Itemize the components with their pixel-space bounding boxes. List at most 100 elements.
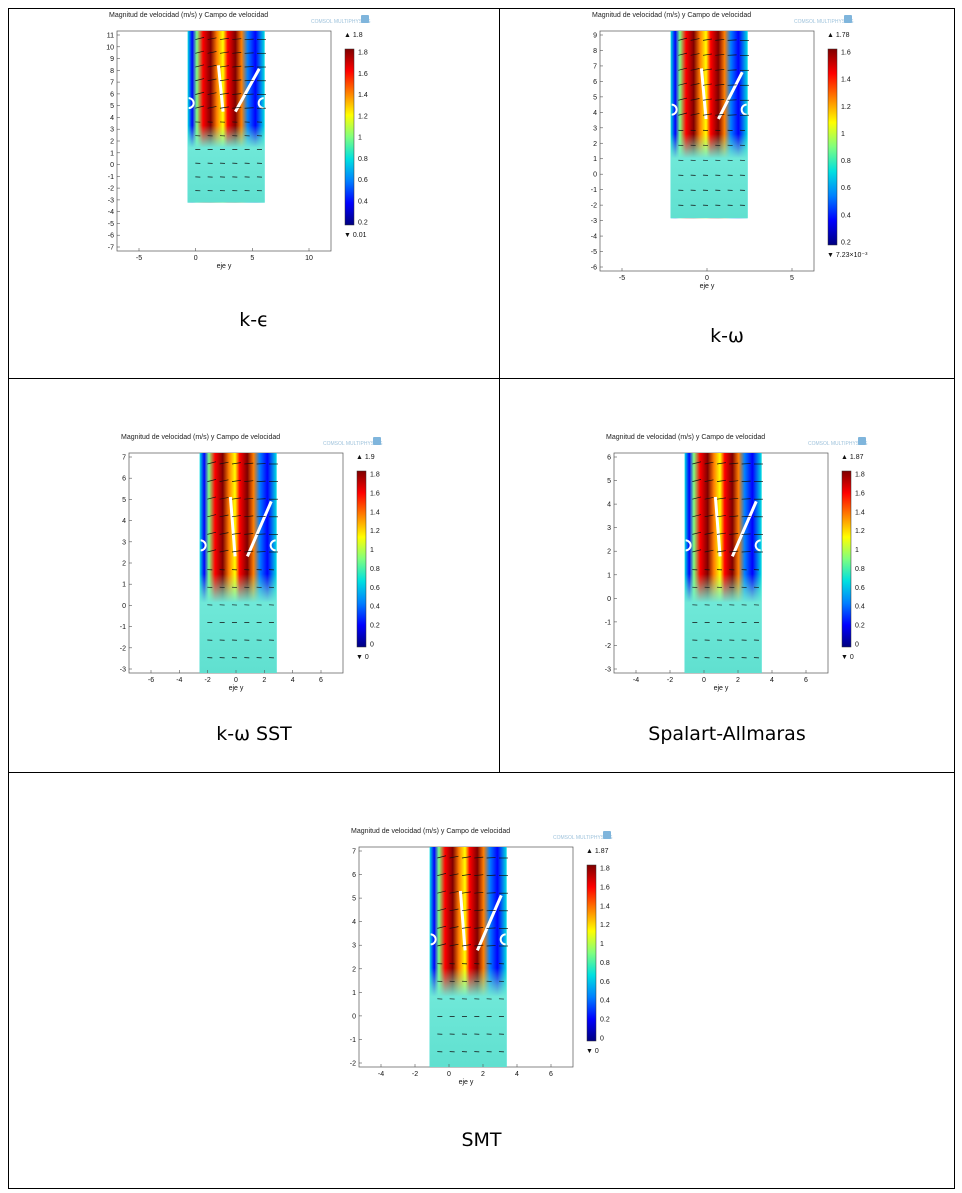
colorbar-tick-label: 0.6 [841, 185, 851, 192]
velocity-arrow [195, 50, 205, 54]
y-tick-label: 6 [352, 872, 356, 879]
velocity-field-downstream [684, 453, 762, 673]
y-tick-label: -1 [605, 619, 611, 626]
velocity-arrows [195, 37, 266, 192]
hub-right [499, 933, 506, 946]
colorbar-tick-label: 1.2 [841, 104, 851, 111]
y-tick-label: 2 [122, 561, 126, 568]
velocity-arrow [692, 479, 702, 482]
y-tick-label: -3 [120, 667, 126, 674]
colorbar-tick-label: 0.2 [855, 623, 865, 630]
plot-k-omega: Magnitud de velocidad (m/s) y Campo de v… [562, 9, 922, 291]
velocity-arrow [207, 37, 217, 40]
velocity-arrow [232, 65, 242, 68]
x-axis-label: eje y [700, 283, 715, 290]
y-tick-label: -3 [591, 218, 597, 225]
colorbar-tick-label: 0.4 [600, 998, 610, 1005]
blade-left [216, 65, 225, 112]
y-tick-label: 1 [110, 150, 114, 157]
hub-left [188, 97, 195, 110]
velocity-arrow [207, 514, 217, 518]
x-tick-label: 6 [319, 677, 323, 684]
colorbar-tick-label: 0.4 [841, 212, 851, 219]
colorbar-tick-label: 1.4 [841, 77, 851, 84]
caption-k-omega: k-ω [710, 325, 744, 347]
y-tick-label: 4 [122, 518, 126, 525]
velocity-arrow [729, 462, 739, 465]
velocity-arrow [702, 83, 712, 86]
x-tick-label: 4 [515, 1071, 519, 1078]
colorbar-tick-label: 1 [841, 131, 845, 138]
y-tick-label: 7 [593, 63, 597, 70]
velocity-arrow [692, 461, 702, 465]
y-tick-label: -1 [591, 187, 597, 194]
colorbar-tick-label: 1.8 [855, 472, 865, 479]
y-tick-label: 3 [110, 127, 114, 134]
y-tick-label: -6 [108, 233, 114, 240]
y-tick-label: 1 [352, 990, 356, 997]
colorbar-tick-label: 0.8 [358, 156, 368, 163]
x-tick-label: 0 [194, 255, 198, 262]
velocity-arrows [207, 461, 278, 659]
velocity-plot-svg: Magnitud de velocidad (m/s) y Campo de v… [350, 828, 613, 1086]
velocity-arrow [715, 69, 725, 71]
velocity-plot-svg: Magnitud de velocidad (m/s) y Campo de v… [605, 434, 868, 692]
velocity-arrow [729, 515, 739, 518]
velocity-arrows [692, 461, 763, 659]
colorbar-tick-label: 0.8 [855, 566, 865, 573]
y-tick-label: 4 [110, 115, 114, 122]
hub-right [754, 539, 761, 552]
velocity-arrow [231, 497, 241, 500]
colorbar-max: ▲ 1.9 [356, 454, 375, 461]
colorbar-tick-label: 0.6 [370, 585, 380, 592]
velocity-arrow [692, 514, 702, 518]
velocity-arrow [449, 943, 459, 947]
velocity-arrow [678, 37, 688, 41]
caption-k-epsilon: k-ϵ [239, 309, 269, 331]
velocity-arrow [678, 97, 688, 101]
colorbar-tick-label: 0.2 [600, 1017, 610, 1024]
colorbar-tick-label: 1 [600, 941, 604, 948]
x-tick-label: 0 [234, 677, 238, 684]
blade-left [699, 68, 708, 120]
y-tick-label: 0 [122, 603, 126, 610]
y-tick-label: -2 [120, 645, 126, 652]
velocity-arrow [195, 64, 205, 68]
velocity-arrow [461, 856, 471, 859]
velocity-arrow [207, 92, 217, 95]
x-tick-label: 4 [770, 677, 774, 684]
blade-left [713, 496, 722, 557]
velocity-arrow [244, 533, 254, 535]
y-tick-label: -5 [591, 249, 597, 256]
y-tick-label: 9 [110, 56, 114, 63]
velocity-arrow [207, 106, 217, 109]
comsol-cube-icon [373, 437, 381, 445]
colorbar-tick-label: 0 [855, 642, 859, 649]
y-tick-label: -1 [350, 1037, 356, 1044]
y-tick-label: -3 [605, 667, 611, 674]
velocity-arrow [716, 497, 726, 500]
blade-left [458, 890, 467, 951]
colorbar-min: ▼ 7.23×10⁻³ [827, 252, 868, 259]
velocity-arrow [219, 37, 229, 40]
velocity-arrow [729, 480, 739, 482]
hub-left [685, 539, 692, 552]
caption-spalart-allmaras: Spalart-Allmaras [648, 723, 806, 745]
colorbar-tick-label: 0 [370, 642, 374, 649]
colorbar-tick-label: 0.2 [358, 220, 368, 227]
velocity-arrow [461, 891, 471, 894]
y-tick-label: 0 [607, 596, 611, 603]
colorbar [356, 470, 367, 648]
y-tick-label: -1 [108, 174, 114, 181]
velocity-arrow [729, 497, 739, 500]
x-tick-label: 4 [291, 677, 295, 684]
y-tick-label: 6 [607, 455, 611, 462]
blade-right [246, 500, 273, 557]
velocity-arrow [437, 855, 447, 859]
colorbar-tick-label: 0.8 [370, 566, 380, 573]
y-tick-label: 8 [110, 68, 114, 75]
colorbar-tick-label: 0.4 [370, 604, 380, 611]
cell-k-omega: Magnitud de velocidad (m/s) y Campo de v… [499, 8, 955, 379]
colorbar-tick-label: 0.8 [600, 960, 610, 967]
velocity-arrow [219, 479, 229, 482]
